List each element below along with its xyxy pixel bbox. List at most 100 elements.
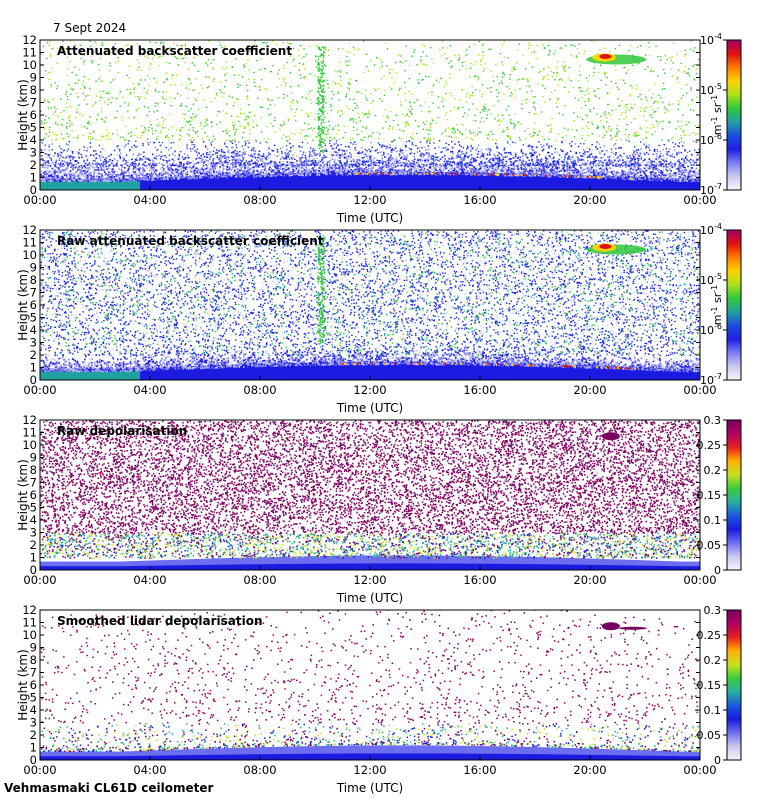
y-tick-label: 9 [30,261,37,275]
x-tick-label: 00:00 [683,383,716,397]
y-tick-label: 4 [30,513,37,527]
x-tick-label: 00:00 [23,193,56,207]
y-tick-label: 0 [30,753,37,767]
cloud-depol [601,622,620,631]
x-tick-label: 08:00 [243,573,276,587]
colorbar-tick-label: 10-5 [700,82,722,97]
heatmap-field [40,40,700,190]
y-tick-label: 1 [30,171,37,185]
y-tick-label: 11 [22,236,37,250]
colorbar-tick-label: 10-5 [700,272,722,287]
colorbar [726,609,742,761]
y-tick-label: 12 [22,603,37,617]
y-tick-label: 3 [30,716,37,730]
x-tick-label: 00:00 [683,193,716,207]
y-tick-label: 1 [30,361,37,375]
cloud-depol [601,432,620,441]
x-tick-label: 16:00 [463,763,496,777]
x-tick-label: 16:00 [463,383,496,397]
y-tick-label: 8 [30,83,37,97]
colorbar [726,229,742,381]
backscatter-panel: Attenuated backscatter coefficient 0 1 2 3 4 5… [0,20,780,225]
x-tick-label: 20:00 [573,193,606,207]
x-tick-label: 16:00 [463,573,496,587]
colorbar-tick-label: 0.15 [697,489,722,502]
y-tick-label: 4 [30,703,37,717]
chart-svg: Attenuated backscatter coefficient012345… [16,32,742,225]
colorbar-tick-label: 0.15 [697,679,722,692]
colorbar-tick-label: 0.25 [697,439,722,452]
y-tick-label: 7 [30,286,37,300]
x-tick-label: 12:00 [353,763,386,777]
y-tick-label: 6 [30,298,37,312]
x-tick-label: 16:00 [463,193,496,207]
colorbar-tick-label: 10-7 [700,372,722,387]
plot-title: Smoothed lidar depolarisation [57,614,263,628]
y-tick-label: 9 [30,641,37,655]
y-tick-label: 3 [30,336,37,350]
x-tick-label: 00:00 [23,763,56,777]
colorbar-units: m-1 sr-1 [710,95,724,135]
x-tick-label: 20:00 [573,383,606,397]
colorbar-tick-label: 0.2 [704,464,722,477]
x-tick-label: 04:00 [133,573,166,587]
y-tick-label: 11 [22,616,37,630]
x-tick-label: 00:00 [683,573,716,587]
y-tick-label: 3 [30,146,37,160]
raw-backscatter-panel: Raw attenuated backscatter coefficient 0 1… [0,210,780,415]
y-tick-label: 5 [30,311,37,325]
date-label: 7 Sept 2024 [53,21,126,35]
y-axis-label: Height (km) [16,459,30,530]
x-tick-label: 12:00 [353,383,386,397]
plot-title: Raw depolarisation [57,424,187,438]
x-axis-label: Time (UTC) [336,401,403,415]
y-tick-label: 1 [30,741,37,755]
colorbar-tick-label: 0 [714,754,721,767]
y-tick-label: 2 [30,348,37,362]
y-tick-label: 0 [30,183,37,197]
y-tick-label: 8 [30,273,37,287]
colorbar [726,39,742,191]
x-axis-label: Time (UTC) [336,591,403,605]
y-tick-label: 3 [30,526,37,540]
y-tick-label: 9 [30,451,37,465]
y-tick-label: 5 [30,501,37,515]
y-tick-label: 6 [30,678,37,692]
y-tick-label: 5 [30,121,37,135]
y-tick-label: 8 [30,463,37,477]
x-tick-label: 20:00 [573,763,606,777]
y-tick-label: 2 [30,158,37,172]
colorbar-tick-label: 0.05 [697,539,722,552]
heatmap-field [40,610,700,760]
y-tick-label: 4 [30,323,37,337]
x-tick-label: 04:00 [133,383,166,397]
colorbar-tick-label: 10-4 [700,222,722,237]
y-axis-label: Height (km) [16,269,30,340]
footer-label: Vehmasmaki CL61D ceilometer [4,781,213,795]
colorbar-tick-label: 0.1 [704,514,722,527]
x-tick-label: 04:00 [133,763,166,777]
y-tick-label: 12 [22,33,37,47]
y-tick-label: 4 [30,133,37,147]
y-tick-label: 7 [30,666,37,680]
y-tick-label: 11 [22,426,37,440]
colorbar-tick-label: 0.2 [704,654,722,667]
x-axis-label: Time (UTC) [336,211,403,225]
x-axis-label: Time (UTC) [336,781,403,795]
x-tick-label: 00:00 [683,763,716,777]
y-tick-label: 10 [22,58,37,72]
y-tick-label: 6 [30,108,37,122]
colorbar-tick-label: 0.1 [704,704,722,717]
y-tick-label: 8 [30,653,37,667]
y-axis-label: Height (km) [16,79,30,150]
colorbar-tick-label: 10-7 [700,182,722,197]
smoothed-depolarisation-panel: Smoothed lidar depolarisation 0 1 2 3 4 5 6 7 8 9 1… [0,590,780,795]
plot-title: Raw attenuated backscatter coefficient [57,234,324,248]
colorbar-units: m-1 sr-1 [710,285,724,325]
heatmap-field [40,420,700,570]
plot-area [40,230,700,380]
x-tick-label: 12:00 [353,193,386,207]
heatmap-field [40,230,700,380]
y-tick-label: 2 [30,538,37,552]
